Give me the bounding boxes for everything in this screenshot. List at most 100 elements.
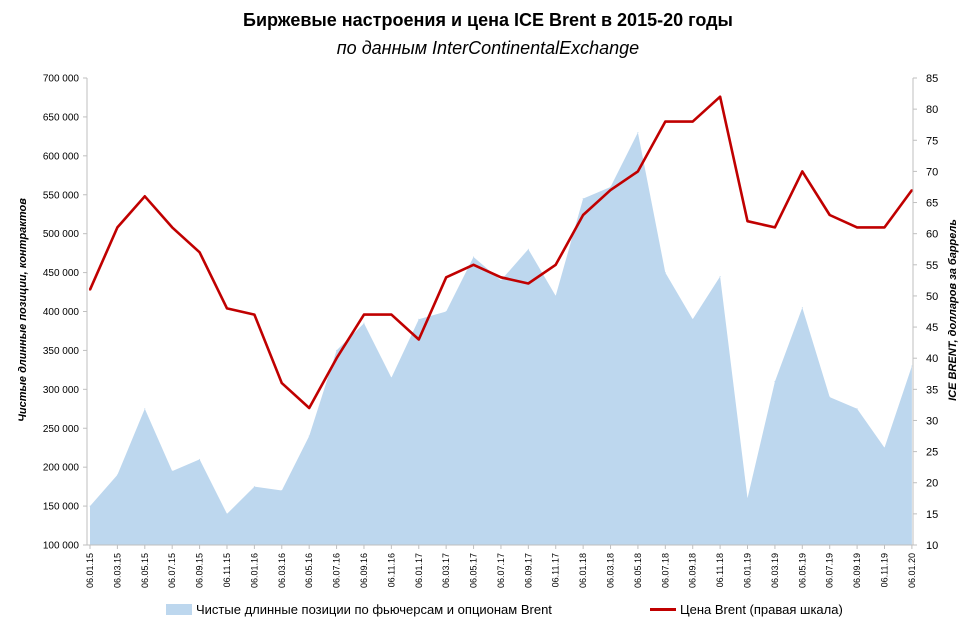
area-point (281, 490, 283, 492)
area-point (390, 377, 392, 379)
right-tick-label: 25 (926, 447, 938, 459)
left-tick-label: 650 000 (43, 112, 80, 123)
x-tick-label: 06.01.16 (249, 553, 259, 588)
area-point (144, 408, 146, 410)
price-point (856, 226, 859, 229)
right-tick-label: 55 (926, 260, 938, 272)
x-tick-label: 06.09.16 (359, 553, 369, 588)
right-tick-label: 80 (926, 104, 938, 116)
legend-item-area: Чистые длинные позиции по фьючерсам и оп… (166, 602, 552, 617)
legend-swatch-area (166, 604, 192, 615)
x-tick-label: 06.07.16 (332, 553, 342, 588)
right-tick-label: 70 (926, 166, 938, 178)
x-tick-label: 06.03.15 (112, 553, 122, 588)
x-tick-label: 06.03.18 (606, 553, 616, 588)
right-tick-label: 35 (926, 384, 938, 396)
price-point (116, 226, 119, 229)
area-point (719, 275, 721, 277)
price-point (746, 220, 749, 223)
price-point (143, 195, 146, 198)
x-tick-label: 06.03.19 (770, 553, 780, 588)
price-point (719, 95, 722, 98)
chart-title: Биржевые настроения и цена ICE Brent в 2… (243, 10, 733, 30)
price-point (417, 338, 420, 341)
x-tick-label: 06.11.19 (880, 553, 890, 587)
x-tick-label: 06.11.15 (222, 553, 232, 587)
price-point (582, 213, 585, 216)
area-point (911, 365, 913, 367)
x-tick-label: 06.01.19 (743, 553, 753, 588)
area-point (856, 408, 858, 410)
price-point (171, 226, 174, 229)
right-axis-title: ICE BRENT, долларов за баррель (947, 219, 959, 401)
x-tick-label: 06.09.19 (852, 553, 862, 588)
area-point (774, 381, 776, 383)
left-tick-label: 550 000 (43, 190, 80, 201)
right-tick-label: 75 (926, 135, 938, 147)
area-point (664, 272, 666, 274)
area-point (226, 513, 228, 515)
price-point (773, 226, 776, 229)
x-tick-label: 06.07.19 (825, 553, 835, 588)
area-point (637, 131, 639, 133)
price-point (225, 307, 228, 310)
price-point (527, 282, 530, 285)
area-point (445, 311, 447, 312)
x-tick-label: 06.07.18 (660, 553, 670, 588)
left-tick-label: 150 000 (43, 502, 80, 513)
x-tick-label: 06.07.17 (496, 553, 506, 588)
price-point (280, 382, 283, 385)
x-tick-label: 06.01.18 (578, 553, 588, 588)
right-tick-label: 20 (926, 478, 938, 490)
area-point (692, 318, 694, 320)
price-point (499, 276, 502, 279)
x-tick-label: 06.09.17 (523, 553, 533, 588)
left-tick-label: 200 000 (43, 463, 80, 474)
area-point (363, 322, 365, 324)
price-point (362, 313, 365, 316)
legend-swatch-line (650, 608, 676, 611)
x-tick-label: 06.09.18 (688, 553, 698, 588)
right-tick-label: 10 (926, 540, 938, 552)
line-layer (88, 95, 913, 410)
legend: Чистые длинные позиции по фьючерсам и оп… (0, 602, 976, 620)
left-tick-label: 450 000 (43, 268, 80, 279)
x-tick-label: 06.01.15 (85, 553, 95, 588)
area-series (90, 132, 912, 545)
price-point (390, 313, 393, 316)
x-tick-label: 06.11.18 (715, 553, 725, 587)
x-tick-label: 06.03.16 (277, 553, 287, 588)
x-tick-label: 06.11.17 (551, 553, 561, 587)
left-tick-label: 250 000 (43, 424, 80, 435)
x-tick-label: 06.07.15 (167, 553, 177, 588)
price-point (883, 226, 886, 229)
x-tick-label: 06.03.17 (441, 553, 451, 588)
area-point (747, 497, 749, 499)
right-tick-label: 50 (926, 291, 938, 303)
price-point (198, 251, 201, 254)
price-point (308, 407, 311, 410)
x-tick-label: 06.05.16 (304, 553, 314, 588)
left-tick-label: 400 000 (43, 307, 80, 318)
x-tick-label: 06.05.15 (140, 553, 150, 588)
area-point (829, 396, 831, 398)
price-point (445, 276, 448, 279)
left-axis-title: Чистые длинные позиции, контрактов (17, 198, 29, 422)
right-tick-label: 60 (926, 229, 938, 241)
area-point (801, 307, 803, 309)
x-tick-label: 06.05.17 (469, 553, 479, 588)
right-tick-label: 45 (926, 322, 938, 334)
area-point (308, 435, 310, 437)
left-tick-label: 100 000 (43, 541, 80, 552)
axis-layer: 100 000 150 000 200 000 250 000 300 000 350 0… (43, 73, 938, 588)
x-tick-label: 06.01.17 (414, 553, 424, 588)
x-tick-label: 06.11.16 (386, 553, 396, 587)
price-point (910, 189, 913, 192)
left-tick-label: 700 000 (43, 74, 80, 85)
legend-label-area: Чистые длинные позиции по фьючерсам и оп… (196, 602, 552, 617)
right-tick-label: 30 (926, 415, 938, 427)
area-layer (89, 131, 913, 545)
legend-label-line: Цена Brent (правая шкала) (680, 602, 843, 617)
area-point (116, 474, 118, 476)
